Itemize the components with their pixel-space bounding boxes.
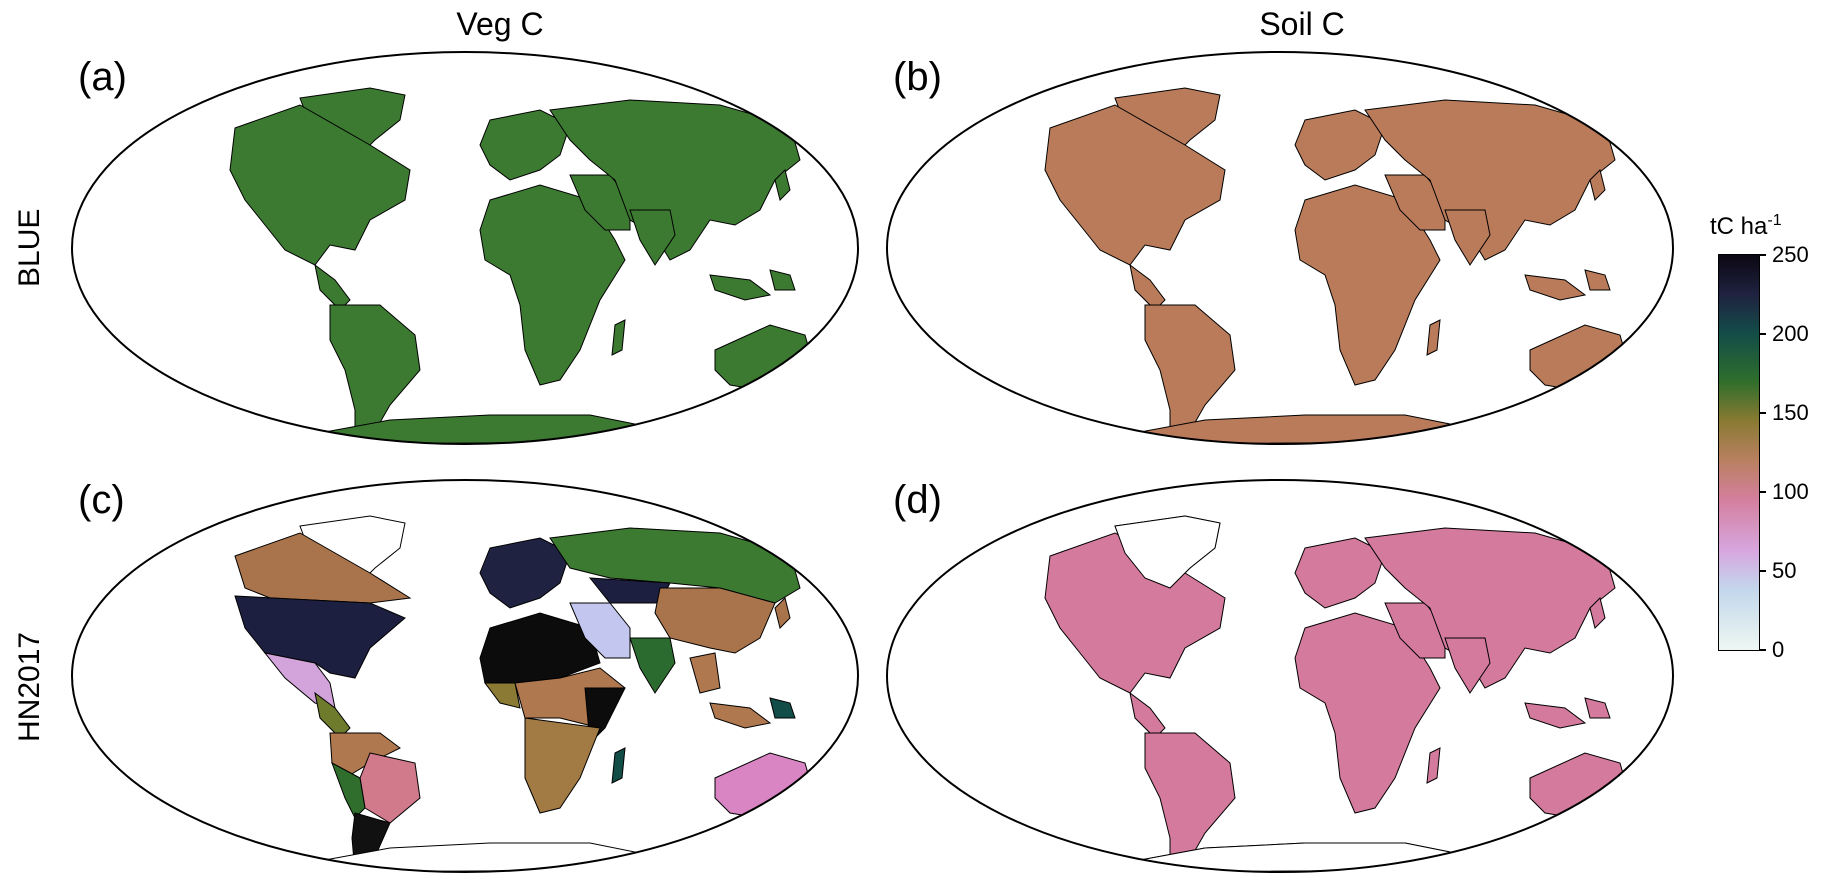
map-boundary — [71, 51, 859, 445]
map-panel-c — [70, 478, 860, 874]
map-panel-b — [885, 50, 1675, 446]
column-title-soil-c: Soil C — [1259, 6, 1345, 42]
column-title-veg-c: Veg C — [456, 6, 544, 42]
landmass-soil-hn2017 — [1044, 515, 1661, 872]
row-label-hn2017: HN2017 — [13, 631, 46, 742]
map-panel-a — [70, 50, 860, 446]
colorbar-tick-label: 50 — [1772, 558, 1797, 583]
panel-label-b: (b) — [893, 55, 942, 99]
colorbar-tick-label: 0 — [1772, 637, 1785, 662]
map-boundary — [886, 479, 1674, 873]
row-label-blue: BLUE — [13, 208, 46, 287]
panel-label-a: (a) — [78, 55, 127, 99]
map-boundary — [71, 479, 859, 873]
colorbar-tick-label: 250 — [1772, 242, 1809, 267]
map-panel-d — [885, 478, 1675, 874]
map-boundary — [886, 51, 1674, 445]
panel-label-d: (d) — [893, 478, 942, 522]
landmass-soil-blue — [1044, 87, 1661, 444]
colorbar-tick-label: 150 — [1772, 400, 1809, 425]
colorbar-title: tC ha-1 — [1710, 212, 1782, 240]
landmass-veg-blue — [229, 87, 846, 444]
colorbar-tick-label: 100 — [1772, 479, 1809, 504]
colorbar-tick-label: 200 — [1772, 321, 1809, 346]
panel-label-c: (c) — [78, 478, 125, 522]
colorbar — [1718, 254, 1760, 651]
